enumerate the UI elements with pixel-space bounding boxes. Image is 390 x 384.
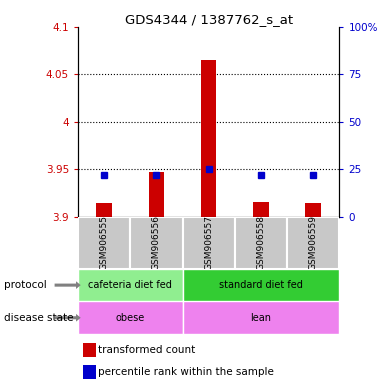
Bar (83, 365, 96, 379)
Bar (96, 203, 112, 217)
Text: GSM906557: GSM906557 (204, 215, 213, 270)
Bar (78, 301, 183, 334)
Text: disease state: disease state (4, 313, 73, 323)
Bar (83, 343, 96, 357)
Text: GSM906559: GSM906559 (308, 215, 318, 270)
Bar (253, 202, 269, 217)
Bar (305, 203, 321, 217)
Text: GSM906555: GSM906555 (99, 215, 109, 270)
Text: percentile rank within the sample: percentile rank within the sample (98, 367, 274, 377)
Bar (183, 217, 235, 269)
Text: GSM906556: GSM906556 (152, 215, 161, 270)
Bar (78, 269, 183, 301)
Bar (201, 60, 216, 217)
Text: transformed count: transformed count (98, 345, 195, 355)
Bar (183, 301, 339, 334)
Title: GDS4344 / 1387762_s_at: GDS4344 / 1387762_s_at (124, 13, 293, 26)
Bar (183, 269, 339, 301)
Text: GSM906558: GSM906558 (256, 215, 266, 270)
Bar (149, 172, 164, 217)
Bar (78, 217, 130, 269)
Bar (130, 217, 183, 269)
Text: cafeteria diet fed: cafeteria diet fed (88, 280, 172, 290)
Bar (235, 217, 287, 269)
Text: lean: lean (250, 313, 271, 323)
Bar (287, 217, 339, 269)
Text: obese: obese (115, 313, 145, 323)
Text: standard diet fed: standard diet fed (219, 280, 303, 290)
Text: protocol: protocol (4, 280, 47, 290)
